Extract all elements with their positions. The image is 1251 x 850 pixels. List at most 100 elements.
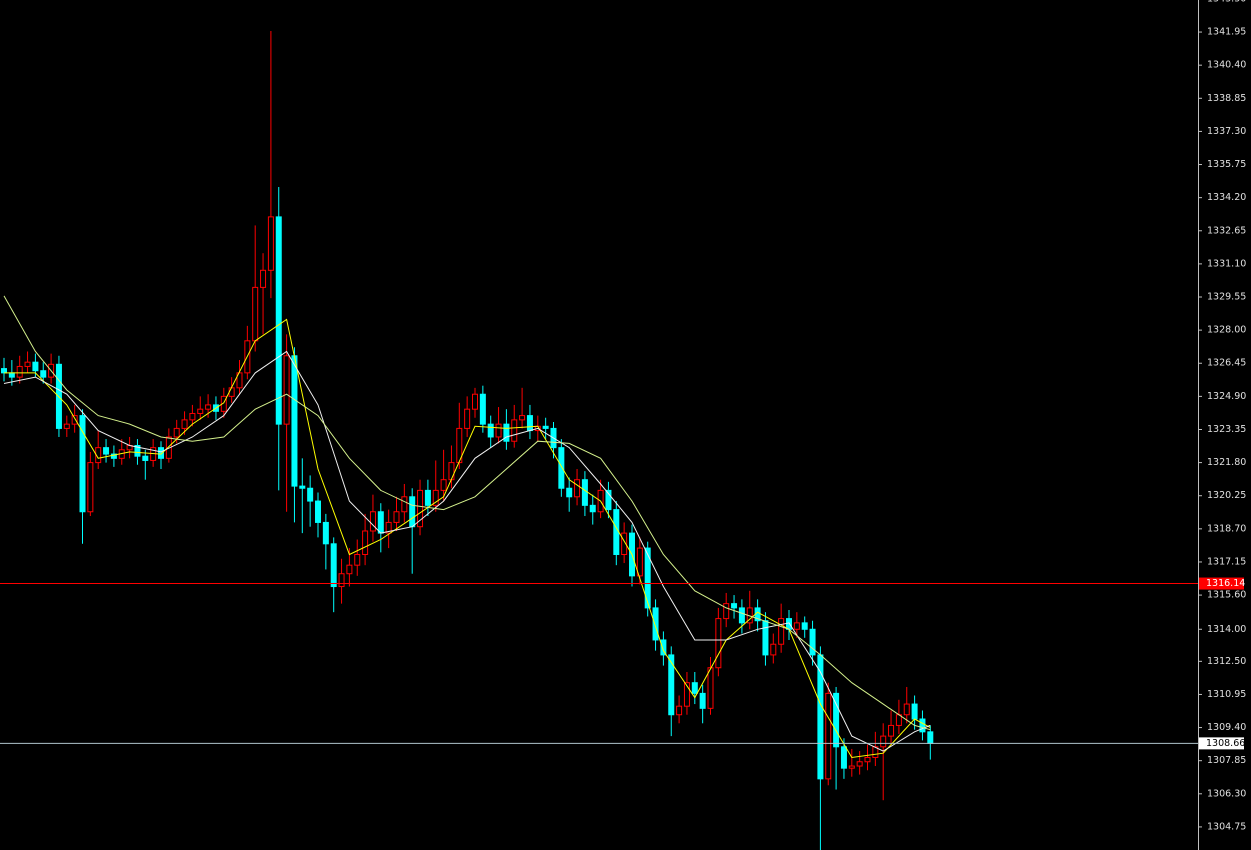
- y-tick-label: 1324.90: [1207, 391, 1246, 402]
- candle-body-up: [770, 643, 777, 656]
- candle-body-down: [731, 603, 738, 609]
- y-tick-label: 1318.70: [1207, 523, 1246, 534]
- candle-body-up: [464, 408, 471, 429]
- candle-body-down: [487, 423, 494, 438]
- candle-body-down: [479, 393, 486, 425]
- candle-body-up: [676, 705, 683, 716]
- candle-body-down: [1, 368, 7, 374]
- candle-body-down: [322, 521, 329, 545]
- candle-body-down: [652, 607, 659, 641]
- candle-body-up: [260, 269, 267, 288]
- candle-body-up: [432, 489, 439, 506]
- candle-body-down: [840, 746, 847, 769]
- candle-body-up: [252, 286, 259, 342]
- y-tick-label: 1331.10: [1207, 258, 1246, 269]
- y-tick-label: 1326.45: [1207, 358, 1246, 369]
- candle-body-down: [644, 547, 651, 609]
- candle-body-up: [197, 408, 204, 414]
- y-tick-label: 1312.50: [1207, 656, 1246, 667]
- candle-body-down: [817, 654, 824, 780]
- candle-body-down: [79, 415, 86, 513]
- candle-body-down: [315, 500, 321, 523]
- candle-body-down: [291, 355, 298, 487]
- candle-body-down: [613, 509, 620, 555]
- candle-body-down: [762, 620, 769, 656]
- candle-body-up: [636, 547, 643, 577]
- candle-body-down: [809, 628, 816, 656]
- y-tick-label: 1304.75: [1207, 821, 1246, 832]
- y-tick-label: 1307.85: [1207, 755, 1246, 766]
- candle-body-down: [566, 487, 573, 498]
- candle-body-up: [71, 415, 78, 425]
- candle-body-down: [503, 423, 510, 442]
- price-label-box: [1199, 737, 1244, 750]
- candle-body-down: [605, 489, 612, 511]
- y-tick-label: 1315.60: [1207, 590, 1246, 601]
- candle-body-up: [283, 355, 290, 425]
- candle-body-down: [699, 692, 706, 709]
- y-tick-label: 1335.75: [1207, 159, 1246, 170]
- candle-body-up: [856, 761, 863, 767]
- candle-body-down: [558, 447, 565, 489]
- candle-body-up: [848, 765, 855, 769]
- candle-body-down: [377, 511, 384, 534]
- candle-body-down: [134, 445, 141, 457]
- candle-body-up: [205, 404, 212, 410]
- y-tick-label: 1328.00: [1207, 325, 1246, 336]
- candle-body-down: [801, 622, 808, 630]
- y-tick-label: 1317.15: [1207, 556, 1246, 567]
- candle-body-up: [864, 756, 871, 763]
- candle-body-up: [220, 395, 227, 412]
- y-tick-label: 1337.30: [1207, 126, 1246, 137]
- candle-body-up: [63, 423, 70, 429]
- candle-body-up: [872, 746, 879, 758]
- candle-body-up: [95, 447, 102, 464]
- candle-body-down: [424, 489, 431, 506]
- candle-body-up: [440, 479, 447, 491]
- candle-body-down: [32, 361, 39, 372]
- y-tick-label: 1320.25: [1207, 490, 1246, 501]
- candle-body-up: [472, 393, 478, 410]
- candle-body-down: [142, 455, 149, 461]
- candle-body-up: [267, 216, 274, 271]
- candle-body-up: [228, 387, 235, 397]
- candle-body-down: [589, 504, 596, 513]
- y-tick-label: 1341.95: [1207, 27, 1246, 38]
- candle-body-up: [723, 603, 730, 620]
- candle-body-up: [385, 521, 392, 534]
- candle-body-up: [574, 479, 581, 498]
- y-tick-label: 1310.95: [1207, 689, 1246, 700]
- candle-body-up: [24, 361, 31, 367]
- candle-body-down: [158, 447, 164, 459]
- candle-body-up: [393, 511, 400, 523]
- candle-body-up: [354, 553, 361, 566]
- candle-body-up: [519, 415, 526, 421]
- candle-body-up: [362, 530, 369, 555]
- candle-body-up: [880, 735, 887, 748]
- candle-body-up: [683, 682, 690, 707]
- y-tick-label: 1309.40: [1207, 722, 1246, 733]
- candle-body-up: [16, 365, 23, 378]
- y-tick-label: 1340.40: [1207, 60, 1246, 71]
- candle-body-up: [181, 419, 188, 429]
- candle-body-down: [40, 370, 47, 378]
- moving-average-line: [3, 295, 931, 731]
- candle-body-up: [511, 419, 518, 442]
- y-tick-label: 1334.20: [1207, 192, 1246, 203]
- y-tick-label: 1329.55: [1207, 292, 1246, 303]
- candle-body-down: [581, 479, 588, 506]
- candle-body-down: [911, 703, 918, 720]
- price-label: 1316.14: [1206, 578, 1245, 589]
- candle-body-up: [448, 462, 455, 481]
- candle-body-down: [526, 415, 533, 432]
- y-tick-label: 1306.30: [1207, 788, 1246, 799]
- candle-body-up: [417, 489, 424, 528]
- candle-body-down: [8, 372, 15, 378]
- candle-body-up: [401, 496, 408, 513]
- y-tick-label: 1343.50: [1207, 0, 1246, 4]
- y-tick-label: 1323.35: [1207, 424, 1246, 435]
- y-tick-label: 1338.85: [1207, 93, 1246, 104]
- candle-body-up: [495, 423, 502, 438]
